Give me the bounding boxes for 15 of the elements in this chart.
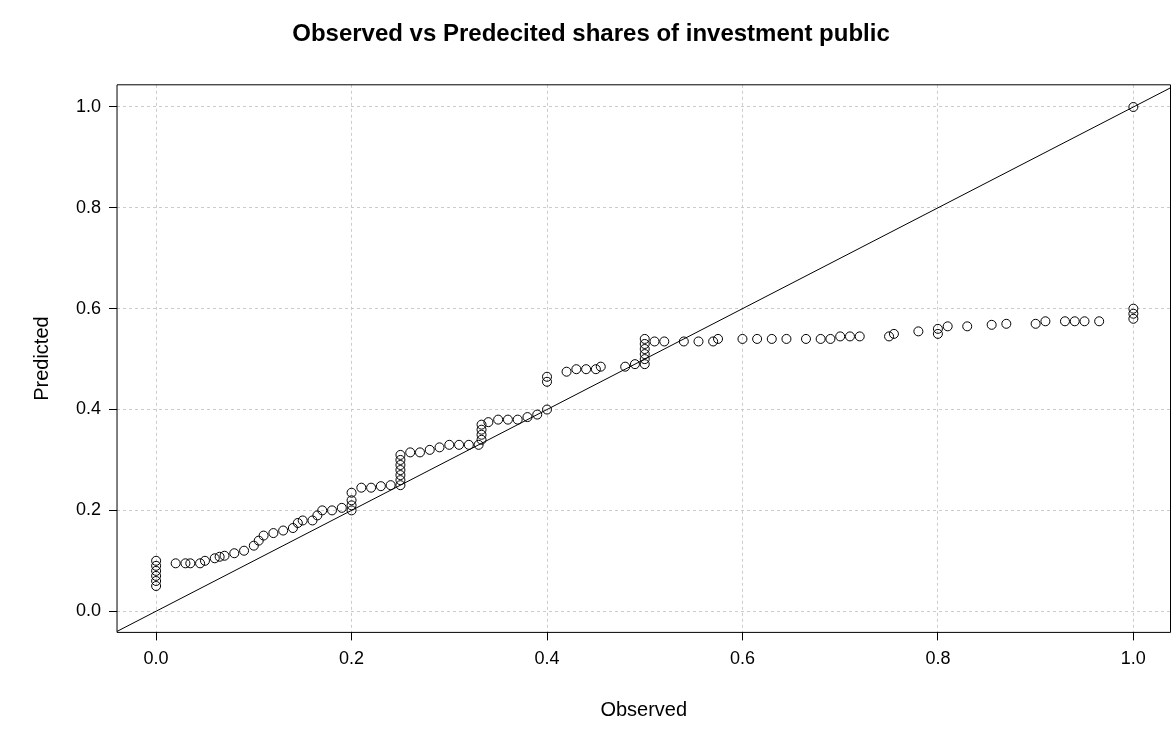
x-axis-title: Observed xyxy=(600,697,688,720)
x-tick-label: 0.0 xyxy=(143,648,169,669)
y-tick-label: 0.6 xyxy=(75,297,102,318)
x-tick-label: 0.8 xyxy=(925,648,951,669)
x-tick-label: 0.2 xyxy=(339,648,365,669)
y-tick-label: 0.8 xyxy=(75,196,102,217)
x-tick-label: 0.4 xyxy=(534,648,560,669)
y-tick-label: 0.0 xyxy=(75,600,102,621)
chart-title: Observed vs Predecited shares of investment public xyxy=(292,19,890,47)
y-tick-label: 0.4 xyxy=(75,398,102,419)
x-tick-label: 0.6 xyxy=(729,648,755,669)
x-tick-label: 1.0 xyxy=(1120,648,1146,669)
y-tick-label: 1.0 xyxy=(75,95,102,116)
y-tick-label: 0.2 xyxy=(75,499,102,520)
y-axis-title: Predicted xyxy=(29,316,52,401)
